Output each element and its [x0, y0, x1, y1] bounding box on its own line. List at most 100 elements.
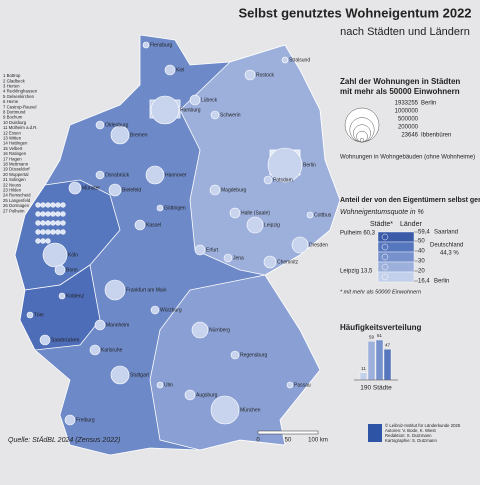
city-label: Lübeck [201, 97, 218, 103]
city-circle [45, 220, 51, 226]
city-circle [50, 220, 56, 226]
city-circle [45, 211, 51, 217]
title: Selbst genutztes Wohneigentum 2022 [238, 5, 471, 20]
class-swatch [377, 271, 415, 283]
class-circle [381, 243, 389, 251]
city-circle [55, 229, 61, 235]
class-label: 20 [418, 269, 425, 275]
size-name: Berlin [421, 101, 436, 107]
city-circle [55, 220, 61, 226]
city-circle [68, 181, 82, 195]
city-circle [291, 236, 309, 254]
hist-bar [383, 348, 392, 381]
city-circle [95, 170, 105, 180]
list-item: 8 Dortmund [3, 110, 26, 115]
city-circle [281, 56, 289, 64]
city-label: Regensburg [240, 352, 267, 358]
city-label: Mannheim [106, 322, 129, 328]
city-label: Kassel [146, 222, 161, 228]
city-circle [263, 255, 277, 269]
footnote: * mit mehr als 50000 Einwohnern [340, 289, 421, 295]
city-circle [35, 202, 41, 208]
scale-bar: 0 50 100 km [256, 430, 328, 444]
city-label: Chemnitz [277, 259, 299, 265]
city-circle [142, 41, 150, 49]
class-name: Saarland [434, 230, 458, 236]
class-name: Berlin [434, 279, 449, 285]
city-label: Karlsruhe [101, 347, 123, 353]
city-circle [184, 389, 196, 401]
city-circle [50, 202, 56, 208]
city-circle [286, 381, 294, 389]
city-circle [55, 202, 61, 208]
hist-label: 61 [377, 333, 383, 338]
hist-bar [359, 372, 368, 381]
city-circle [35, 238, 41, 244]
size-note: Wohnungen in Wohngebäuden (ohne Wohnheim… [340, 155, 475, 161]
city-label: Stralsund [289, 57, 310, 63]
list-item: 22 Neuss [3, 182, 21, 187]
city-circle [145, 165, 165, 185]
city-label: Trier [34, 312, 44, 318]
state [14, 179, 121, 291]
list-item: 24 Remscheid [3, 193, 31, 198]
city-circle [95, 120, 105, 130]
size-circle [359, 137, 365, 143]
city-circle [60, 229, 66, 235]
city-circle [244, 69, 256, 81]
list-item: 1 Bottrop [3, 73, 21, 78]
city-label: Nürnberg [209, 327, 230, 333]
list-item: 19 Düsseldorf [3, 167, 30, 172]
city-label: Hannover [165, 172, 187, 178]
city-label: Münster [82, 185, 100, 191]
scale-label: 50 [285, 438, 292, 444]
scale-label: 100 km [308, 438, 328, 444]
hist-title: Häufigkeitsverteilung [340, 323, 421, 332]
hist-label: 47 [385, 342, 391, 347]
city-label: Rostock [256, 72, 275, 78]
list-item: 13 Witten [3, 136, 22, 141]
city-circle [42, 242, 68, 268]
city-label: Bielefeld [122, 187, 141, 193]
size-value: 200000 [398, 125, 419, 131]
list-item: 18 Mettmann [3, 162, 29, 167]
city-label: Ulm [164, 382, 173, 388]
city-label: Kiel [176, 67, 184, 73]
city-label: Magdeburg [221, 187, 247, 193]
list-item: 14 Hattingen [3, 141, 28, 146]
city-circle [50, 229, 56, 235]
city-circle [40, 211, 46, 217]
city-circle [229, 207, 241, 219]
city-circle [55, 211, 61, 217]
list-item: 26 Dormagen [3, 203, 30, 208]
city-label: Leipzig [264, 222, 280, 228]
logo [368, 424, 382, 442]
city-circle [194, 244, 206, 256]
size-value: 1000000 [395, 109, 419, 115]
list-item: 3 Herten [3, 84, 20, 89]
quota-title: Anteil der von den Eigentümern selbst ge… [340, 197, 480, 204]
city-label: Bremen [130, 132, 148, 138]
germany: Deutschland [430, 243, 463, 249]
legend-title: Zahl der Wohnungen in Städten mit mehr al… [340, 77, 460, 96]
col-label: Länder [400, 221, 422, 228]
class-circle [381, 233, 389, 241]
class-label: 59,4 [418, 230, 430, 236]
list-item: 15 Velbert [3, 146, 23, 151]
subtitle: nach Städten und Ländern [340, 26, 470, 38]
city-circle [191, 321, 209, 339]
city-circle [64, 414, 76, 426]
class-circle [381, 253, 389, 261]
city-circle [150, 305, 160, 315]
list-item: 27 Pulheim [3, 208, 25, 213]
city-label: Göttingen [164, 205, 186, 211]
list-item: 11 Mülheim a.d.R. [3, 125, 38, 130]
city-circle [134, 219, 146, 231]
quota-subtitle: Wohneigentumsquote in % [340, 209, 424, 216]
size-value: 23646 [401, 133, 418, 139]
class-circle [381, 273, 389, 281]
city-label: Halle (Saale) [241, 210, 270, 216]
city-circle [35, 229, 41, 235]
city-label: Saarbrücken [51, 337, 80, 343]
city-circle [156, 381, 164, 389]
